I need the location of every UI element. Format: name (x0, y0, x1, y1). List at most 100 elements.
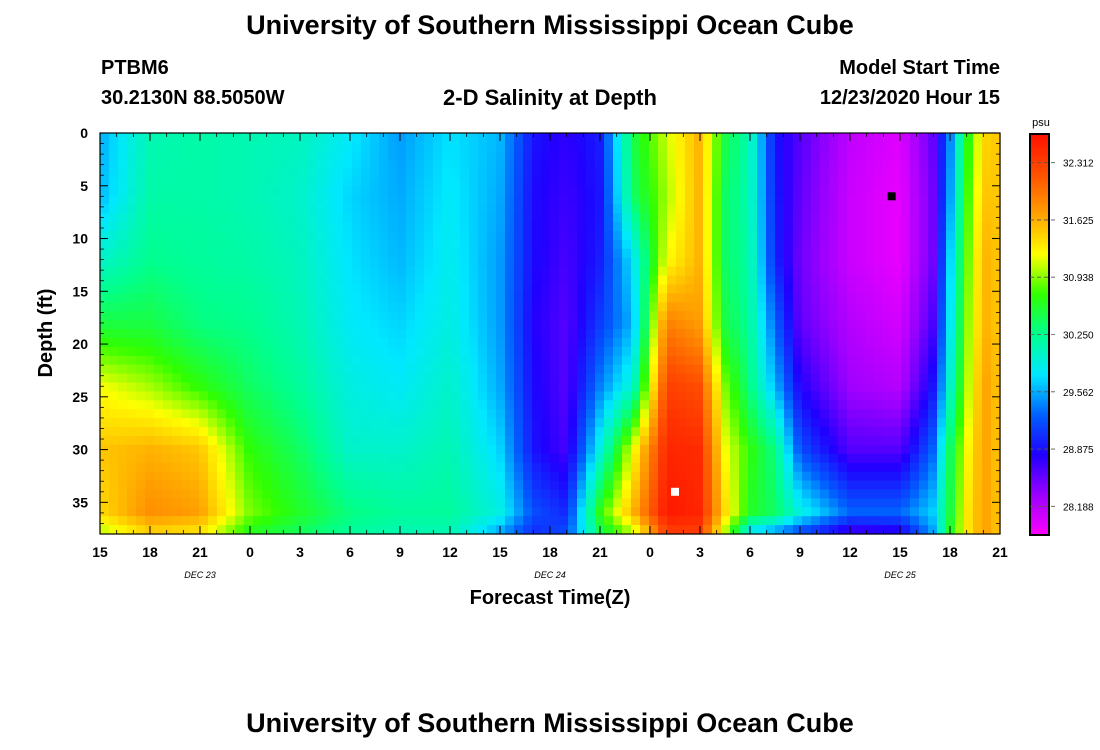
heatmap-cell (460, 275, 470, 286)
heatmap-cell (523, 177, 533, 188)
heatmap-cell (640, 489, 650, 499)
colorbar-tick-label: 29.562 (1063, 388, 1094, 399)
heatmap-cell (928, 444, 938, 455)
heatmap-cell (775, 489, 785, 499)
heatmap-cell (829, 409, 839, 419)
heatmap-cell (343, 498, 353, 508)
heatmap-cell (226, 275, 236, 286)
heatmap-cell (496, 427, 506, 437)
heatmap-cell (973, 337, 983, 348)
heatmap-cell (235, 409, 245, 419)
heatmap-cell (559, 418, 569, 428)
heatmap-cell (100, 239, 110, 250)
heatmap-cell (145, 213, 155, 223)
heatmap-cell (181, 293, 191, 303)
heatmap-cell (829, 471, 839, 482)
heatmap-cell (181, 391, 191, 401)
heatmap-cell (613, 471, 623, 482)
heatmap-cell (892, 177, 902, 188)
heatmap-cell (595, 427, 605, 437)
heatmap-cell (919, 195, 929, 205)
heatmap-cell (397, 168, 407, 179)
heatmap-cell (154, 471, 164, 482)
heatmap-cell (784, 284, 794, 294)
heatmap-cell (712, 507, 722, 517)
heatmap-cell (982, 364, 992, 375)
heatmap-cell (541, 471, 551, 482)
heatmap-cell (559, 337, 569, 348)
heatmap-cell (928, 516, 938, 526)
heatmap-cell (343, 346, 353, 357)
heatmap-cell (136, 177, 146, 188)
heatmap-cell (829, 516, 839, 526)
heatmap-cell (586, 275, 596, 286)
heatmap-cell (892, 489, 902, 499)
heatmap-cell (586, 373, 596, 384)
heatmap-cell (919, 337, 929, 348)
heatmap-cell (406, 355, 416, 366)
heatmap-cell (667, 364, 677, 375)
heatmap-cell (829, 355, 839, 366)
heatmap-cell (397, 239, 407, 250)
heatmap-cell (469, 195, 479, 205)
heatmap-cell (316, 204, 326, 214)
heatmap-cell (334, 337, 344, 348)
heatmap-cell (892, 427, 902, 437)
heatmap-cell (334, 435, 344, 446)
heatmap-cell (667, 444, 677, 455)
heatmap-cell (703, 159, 713, 170)
heatmap-cell (361, 141, 371, 152)
heatmap-cell (838, 435, 848, 446)
heatmap-cell (694, 133, 704, 143)
heatmap-cell (838, 355, 848, 366)
heatmap-cell (298, 141, 308, 152)
heatmap-cell (280, 275, 290, 286)
heatmap-cell (118, 231, 128, 241)
heatmap-cell (919, 498, 929, 508)
heatmap-cell (478, 311, 488, 321)
heatmap-cell (118, 355, 128, 366)
heatmap-cell (271, 364, 281, 375)
heatmap-cell (919, 409, 929, 419)
heatmap-cell (514, 329, 524, 339)
heatmap-cell (127, 159, 137, 170)
heatmap-cell (334, 284, 344, 294)
heatmap-cell (865, 150, 875, 161)
heatmap-cell (793, 435, 803, 446)
heatmap-cell (271, 257, 281, 268)
heatmap-cell (757, 409, 767, 419)
heatmap-cell (127, 498, 137, 508)
heatmap-cell (685, 284, 695, 294)
heatmap-cell (595, 222, 605, 232)
heatmap-cell (829, 418, 839, 428)
heatmap-cell (811, 355, 821, 366)
heatmap-cell (640, 239, 650, 250)
heatmap-cell (838, 141, 848, 152)
heatmap-cell (739, 471, 749, 482)
heatmap-cell (712, 418, 722, 428)
heatmap-cell (865, 346, 875, 357)
heatmap-cell (640, 480, 650, 491)
heatmap-cell (703, 453, 713, 464)
heatmap-cell (127, 168, 137, 179)
heatmap-cell (361, 222, 371, 232)
heatmap-cell (613, 213, 623, 223)
heatmap-cell (262, 498, 272, 508)
heatmap-cell (685, 213, 695, 223)
heatmap-cell (775, 133, 785, 143)
heatmap-cell (262, 337, 272, 348)
heatmap-cell (901, 248, 911, 259)
heatmap-cell (901, 364, 911, 375)
heatmap-cell (568, 293, 578, 303)
heatmap-cell (739, 391, 749, 401)
heatmap-cell (883, 435, 893, 446)
heatmap-cell (721, 480, 731, 491)
heatmap-cell (118, 257, 128, 268)
heatmap-cell (190, 516, 200, 526)
heatmap-cell (775, 177, 785, 188)
heatmap-cell (811, 284, 821, 294)
heatmap-cell (874, 409, 884, 419)
heatmap-cell (289, 177, 299, 188)
heatmap-cell (559, 293, 569, 303)
heatmap-cell (541, 489, 551, 499)
